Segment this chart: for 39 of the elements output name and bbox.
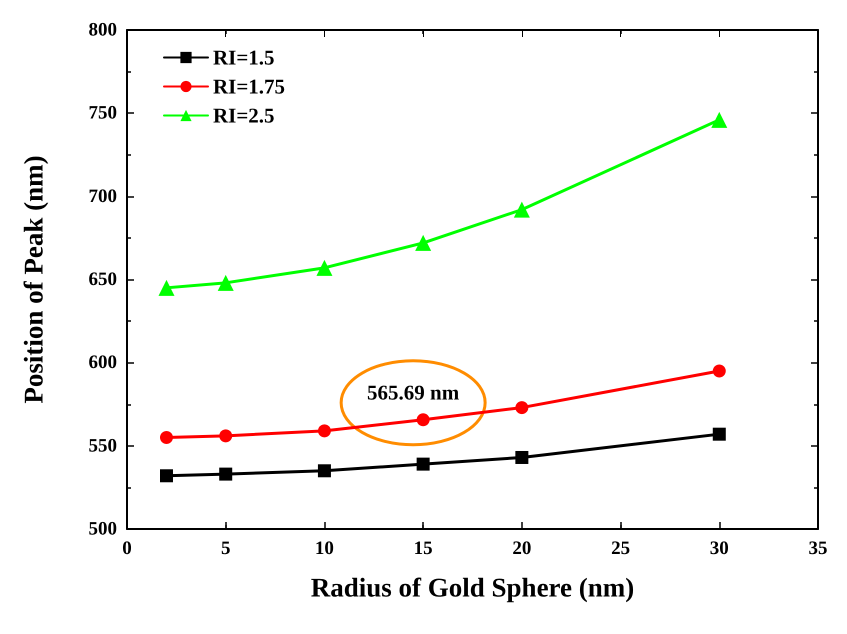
point — [416, 413, 430, 426]
x-tick-label: 0 — [122, 538, 132, 559]
legend-label: RI=2.5 — [213, 104, 275, 128]
y-tick-label: 650 — [88, 269, 117, 290]
x-tick-label: 35 — [808, 538, 828, 559]
x-tick-label: 20 — [512, 538, 532, 559]
y-axis-title: Position of Peak (nm) — [18, 155, 48, 404]
point — [515, 450, 528, 464]
x-axis-title: Radius of Gold Sphere (nm) — [310, 572, 634, 602]
point — [514, 202, 530, 218]
annotation: 565.69 nm — [367, 380, 460, 405]
point — [712, 428, 726, 441]
x-tick-label: 5 — [220, 538, 230, 559]
point — [416, 458, 430, 471]
y-tick-label: 550 — [88, 435, 117, 456]
legend-label: RI=1.5 — [213, 46, 275, 70]
point — [160, 469, 173, 482]
point — [318, 424, 331, 438]
point — [160, 431, 173, 444]
point — [316, 260, 332, 276]
y-tick-label: 500 — [88, 518, 117, 540]
x-tick-label: 10 — [314, 538, 334, 559]
point — [711, 112, 728, 128]
point — [219, 429, 232, 442]
x-tick-label: 30 — [710, 538, 729, 559]
point — [712, 364, 726, 378]
legend-label: RI=1.75 — [213, 74, 286, 98]
y-tick-label: 750 — [88, 102, 117, 124]
y-tick-label: 700 — [88, 186, 117, 207]
point — [415, 234, 432, 251]
point — [158, 280, 174, 296]
x-tick-label: 25 — [611, 538, 630, 559]
point — [218, 274, 234, 291]
x-tick-label: 15 — [414, 538, 433, 559]
point — [515, 401, 528, 414]
y-tick-label: 800 — [88, 20, 117, 40]
point — [318, 464, 331, 478]
point — [219, 468, 232, 481]
y-tick-label: 600 — [88, 352, 117, 374]
